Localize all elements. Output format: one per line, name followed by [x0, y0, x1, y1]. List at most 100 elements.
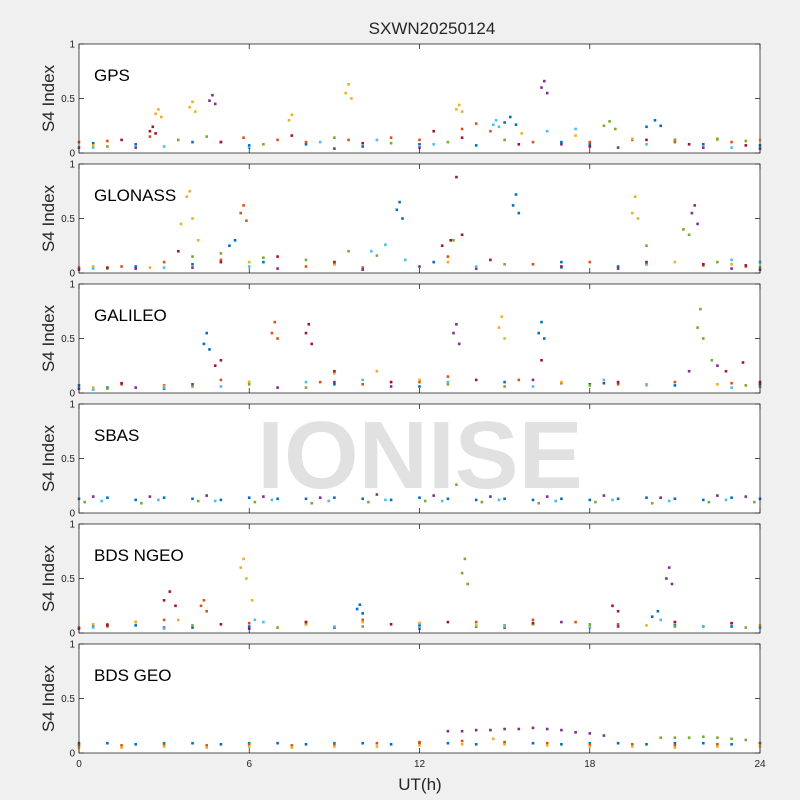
- data-point-glonass-3-11: [696, 222, 699, 226]
- data-point-galileo-0-4: [205, 331, 208, 335]
- data-point-gps-2-17: [631, 137, 634, 141]
- data-point-bds-ngeo-4-3: [361, 625, 364, 628]
- series-sbas-1: [91, 493, 748, 499]
- data-point-sbas-0-4: [191, 497, 194, 501]
- data-point-bds-ngeo-5-2: [253, 618, 257, 622]
- data-point-bds-ngeo-6-11: [673, 620, 677, 624]
- data-point-sbas-2-0: [83, 500, 86, 504]
- data-point-bds-geo-4-2: [687, 736, 691, 739]
- data-point-bds-ngeo-1-12: [531, 618, 535, 622]
- data-point-galileo-5-5: [446, 380, 450, 384]
- data-point-sbas-2-12: [707, 500, 711, 504]
- data-point-gps-4-10: [614, 127, 617, 131]
- data-point-bds-ngeo-5-5: [418, 626, 421, 629]
- y-tick-label-bds-geo-1: 0.5: [61, 694, 75, 705]
- data-point-bds-geo-4-0: [659, 736, 662, 739]
- data-point-gps-4-11: [673, 138, 677, 142]
- data-point-sbas-1-7: [489, 495, 492, 498]
- data-point-gps-2-0: [91, 144, 95, 147]
- data-point-sbas-3-5: [384, 498, 387, 502]
- data-point-bds-geo-2-16: [716, 745, 719, 748]
- data-point-gps-6-4: [219, 140, 223, 144]
- data-point-bds-ngeo-4-4: [460, 571, 464, 575]
- data-point-glonass-2-6: [196, 239, 200, 242]
- data-point-galileo-1-9: [446, 375, 450, 378]
- data-point-sbas-1-0: [91, 495, 95, 498]
- data-point-galileo-3-8: [457, 342, 461, 346]
- plot-area-galileo: [79, 284, 760, 393]
- data-point-sbas-0-23: [730, 496, 733, 499]
- data-point-gps-4-12: [716, 137, 719, 141]
- data-point-bds-geo-4-1: [673, 736, 677, 739]
- y-axis-label-bds-geo: S4 Index: [39, 664, 58, 732]
- data-point-bds-geo-1-10: [503, 740, 506, 744]
- y-axis-label-glonass: S4 Index: [39, 184, 58, 252]
- series-sbas-3: [100, 498, 728, 503]
- data-point-glonass-1-10: [531, 263, 535, 266]
- data-point-glonass-2-4: [188, 189, 191, 193]
- data-point-sbas-0-13: [446, 497, 450, 501]
- data-point-bds-ngeo-0-1: [134, 624, 137, 627]
- data-point-gps-4-2: [205, 135, 208, 138]
- data-point-bds-geo-1-12: [588, 743, 592, 746]
- data-point-glonass-4-12: [716, 260, 719, 264]
- data-point-sbas-2-13: [753, 500, 756, 504]
- data-point-sbas-3-1: [157, 498, 160, 502]
- data-point-glonass-3-5: [418, 265, 421, 268]
- data-point-gps-2-11: [350, 97, 353, 100]
- data-point-gps-5-1: [162, 145, 166, 148]
- data-point-bds-ngeo-2-4: [242, 557, 245, 561]
- data-point-bds-geo-0-11: [389, 743, 393, 746]
- data-point-bds-ngeo-4-9: [673, 625, 677, 628]
- data-point-glonass-5-6: [404, 258, 407, 262]
- data-point-bds-ngeo-4-10: [744, 626, 748, 629]
- data-point-glonass-2-11: [633, 195, 637, 198]
- data-point-bds-geo-0-21: [673, 741, 677, 745]
- data-point-bds-geo-3-7: [545, 727, 549, 731]
- data-point-gps-4-4: [333, 136, 336, 139]
- series-sbas-2: [83, 483, 756, 505]
- data-point-bds-geo-2-13: [588, 745, 592, 748]
- data-point-bds-geo-0-8: [304, 743, 308, 746]
- data-point-sbas-0-18: [588, 498, 592, 502]
- data-point-sbas-3-6: [440, 499, 444, 503]
- data-point-sbas-0-5: [219, 498, 223, 502]
- figure-title: SXWN20250124: [369, 19, 496, 38]
- data-point-bds-ngeo-1-9: [361, 618, 364, 622]
- data-point-sbas-2-7: [455, 483, 458, 486]
- data-point-glonass-4-8: [503, 263, 506, 266]
- data-point-bds-geo-0-23: [730, 743, 733, 746]
- data-point-gps-6-3: [154, 132, 157, 135]
- data-point-glonass-6-5: [440, 244, 444, 247]
- data-point-bds-ngeo-5-6: [503, 625, 506, 628]
- data-point-glonass-4-9: [645, 244, 648, 247]
- data-point-galileo-6-0: [120, 381, 123, 385]
- data-point-galileo-1-5: [276, 337, 279, 340]
- data-point-gps-5-7: [494, 119, 498, 122]
- data-point-gps-6-13: [744, 144, 748, 147]
- data-point-glonass-4-5: [347, 249, 350, 253]
- data-point-glonass-5-1: [162, 266, 166, 269]
- data-point-gps-1-17: [730, 140, 733, 144]
- data-point-galileo-1-7: [361, 383, 364, 386]
- data-point-bds-ngeo-2-10: [474, 624, 478, 627]
- series-bds-geo-3: [446, 726, 606, 737]
- data-point-bds-ngeo-0-2: [191, 626, 194, 629]
- data-point-bds-ngeo-0-8: [418, 624, 421, 627]
- watermark-text: IONISE: [257, 402, 582, 509]
- data-point-bds-ngeo-1-14: [616, 623, 620, 626]
- data-point-galileo-3-6: [452, 331, 455, 335]
- data-point-sbas-1-12: [744, 495, 748, 498]
- data-point-bds-ngeo-3-9: [667, 566, 671, 569]
- x-tick-label-0: 0: [76, 759, 82, 770]
- data-point-bds-ngeo-5-9: [702, 625, 705, 628]
- data-point-glonass-0-12: [514, 193, 518, 196]
- data-point-galileo-3-4: [333, 380, 336, 384]
- data-point-bds-geo-1-8: [418, 740, 421, 744]
- data-point-sbas-0-14: [474, 498, 478, 502]
- data-point-bds-geo-4-5: [730, 737, 733, 741]
- data-point-bds-geo-1-3: [205, 744, 208, 747]
- data-point-glonass-0-11: [511, 204, 515, 207]
- data-point-gps-6-2: [151, 125, 155, 129]
